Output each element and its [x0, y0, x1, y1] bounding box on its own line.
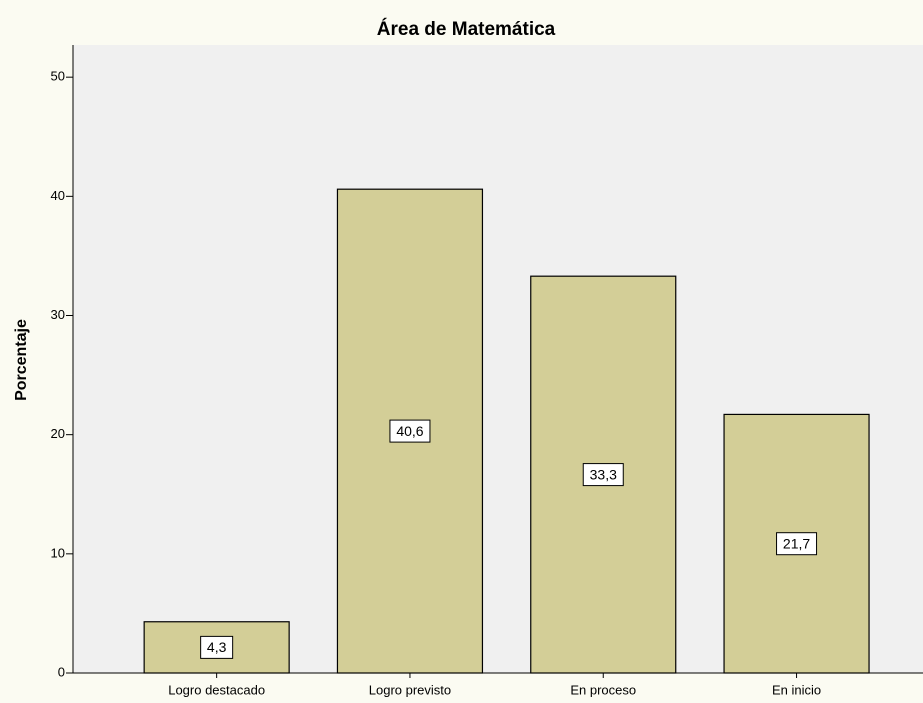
y-tick-label: 0: [58, 664, 65, 679]
value-label: 40,6: [396, 423, 423, 439]
y-tick-label: 30: [51, 307, 65, 322]
value-label-box: [582, 463, 624, 487]
x-tick-label: En inicio: [772, 682, 821, 697]
y-tick-label: 20: [51, 426, 65, 441]
y-tick-label: 40: [51, 188, 65, 203]
x-tick-label: Logro destacado: [168, 682, 265, 697]
chart-title: Área de Matemática: [377, 18, 556, 40]
y-tick-label: 50: [51, 69, 65, 84]
value-label-box: [389, 419, 431, 443]
value-label: 21,7: [783, 535, 810, 551]
y-axis-label: Porcentaje: [13, 319, 30, 401]
value-label-box: [200, 635, 234, 659]
value-label-box: [776, 532, 818, 556]
y-tick-label: 10: [51, 545, 65, 560]
value-label: 33,3: [590, 466, 617, 482]
x-tick-label: Logro previsto: [369, 682, 451, 697]
value-label: 4,3: [207, 639, 227, 655]
x-tick-label: En proceso: [570, 682, 636, 697]
